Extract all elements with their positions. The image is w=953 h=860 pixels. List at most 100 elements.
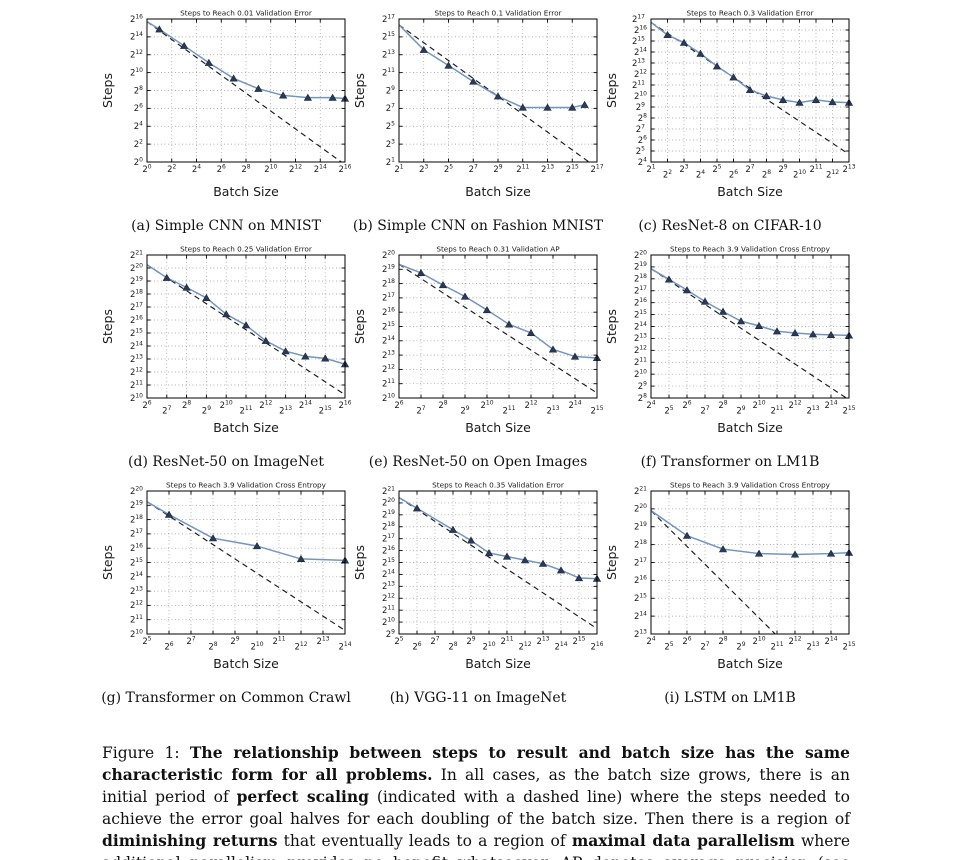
data-point-marker [252,542,262,550]
y-tick-label: 221 [130,249,143,260]
y-tick-label: 220 [634,503,647,515]
caption-bold-segment: perfect scaling [236,786,369,806]
y-tick-label: 218 [382,278,395,290]
data-point-marker [778,95,788,103]
x-tick-label: 24 [646,400,655,412]
data-point-marker [754,321,764,330]
x-tick-label: 210 [480,400,493,412]
steps-curve [651,510,849,556]
data-point-marker [526,328,536,337]
x-tick-label: 214 [299,400,312,412]
data-point-marker [416,268,426,276]
subplot-i: 24 25 26 27 28 29 210 211 212 213 214 215 213 214 215 2… [604,478,856,714]
x-tick-label: 216 [338,400,351,412]
chart-b: 21 23 25 27 29 211 213 215 217 21 23 25 27 29 211 213 21… [353,9,603,200]
data-point-marker [303,93,312,101]
x-tick-label: 25 [394,636,403,648]
x-tick-label: 28 [241,164,250,176]
y-tick-label: 210 [130,392,143,404]
y-tick-label: 215 [130,327,143,339]
data-point-marker [162,273,171,281]
data-point-marker [502,552,512,560]
y-tick-label: 24 [134,121,143,133]
y-tick-label: 214 [130,31,143,43]
subplot-caption-g: (g) Transformer on Common Crawl [101,690,351,706]
y-tick-label: 28 [638,112,647,124]
x-tick-label: 25 [444,164,453,176]
y-tick-label: 217 [382,13,395,24]
data-point-marker [811,95,821,103]
perfect-scaling-line [651,268,848,398]
subplot-d: 26 27 28 29 210 211 212 213 214 215 216 210 211 212 21… [100,242,352,478]
data-point-marker [795,98,804,106]
x-tick-label: 23 [679,164,688,176]
data-point-marker [460,292,470,300]
x-tick-label: 23 [419,164,428,176]
x-tick-label: 212 [826,169,839,181]
y-tick-label: 214 [634,46,647,58]
data-point-marker [682,531,692,539]
perfect-scaling-line [399,263,597,394]
data-point-marker [469,77,478,85]
steps-curve [399,496,597,580]
x-axis-label: Batch Size [465,656,531,671]
chart-a: 20 22 24 26 28 210 212 214 216 20 22 24 26 28 210 212 21… [101,9,351,200]
steps-curve [399,263,597,359]
x-axis-label: Batch Size [465,420,531,435]
y-tick-label: 215 [130,557,143,569]
y-tick-label: 215 [632,35,645,47]
x-tick-label: 210 [752,400,765,412]
y-tick-label: 212 [634,68,647,80]
x-tick-label: 215 [842,641,855,653]
y-tick-label: 216 [130,314,143,326]
data-point-marker [664,275,674,283]
x-axis-label: Batch Size [213,420,279,435]
x-tick-label: 211 [239,405,252,417]
y-tick-label: 216 [130,13,143,24]
chart-title: Steps to Reach 3.9 Validation Cross Entr… [670,245,831,254]
data-point-marker [164,510,174,518]
steps-curve [651,268,849,337]
chart-e: 26 27 28 29 210 211 212 213 214 215 210 211 212 213 21… [353,245,603,436]
data-point-marker [543,103,552,111]
data-point-marker [279,91,288,99]
x-tick-label: 27 [745,164,754,176]
x-tick-label: 215 [572,636,585,648]
x-tick-label: 24 [696,169,705,181]
caption-text-segment: (indicated with a dashed line) where the… [102,787,850,828]
subplot-h: 25 26 27 28 29 210 211 212 213 214 215 216 29 210 211 2… [352,478,604,714]
caption-bold-segment: diminishing returns [102,830,278,850]
y-tick-label: 211 [634,357,647,369]
caption-text-segment: Figure 1: [102,743,190,762]
x-tick-label: 214 [554,641,567,653]
x-tick-label: 211 [500,636,513,648]
y-tick-label: 213 [382,49,395,61]
y-tick-label: 221 [634,485,647,497]
data-point-marker [718,307,728,315]
data-point-marker [296,554,306,563]
data-point-marker [808,330,818,338]
caption-text-segment: where additional parallelism provides no… [102,831,850,860]
chart-title: Steps to Reach 0.35 Validation Error [432,481,564,490]
x-tick-label: 26 [217,164,226,176]
x-tick-label: 28 [762,169,771,181]
x-tick-label: 26 [412,641,421,653]
y-tick-label: 220 [382,249,395,260]
x-tick-label: 27 [700,405,709,417]
y-tick-label: 210 [130,628,143,640]
x-tick-label: 210 [264,164,277,176]
x-tick-label: 213 [541,164,554,176]
x-tick-label: 25 [664,405,673,417]
y-tick-label: 213 [634,628,647,640]
chart-title: Steps to Reach 0.31 Validation AP [436,245,560,254]
caption-text-segment: that eventually leads to a region of [277,831,572,850]
y-axis-label: Steps [353,545,367,580]
data-point-marker [182,283,191,291]
x-tick-label: 210 [752,636,765,648]
x-tick-label: 212 [788,400,801,412]
x-tick-label: 214 [568,400,581,412]
perfect-scaling-line [147,21,343,162]
x-tick-label: 212 [259,400,272,412]
